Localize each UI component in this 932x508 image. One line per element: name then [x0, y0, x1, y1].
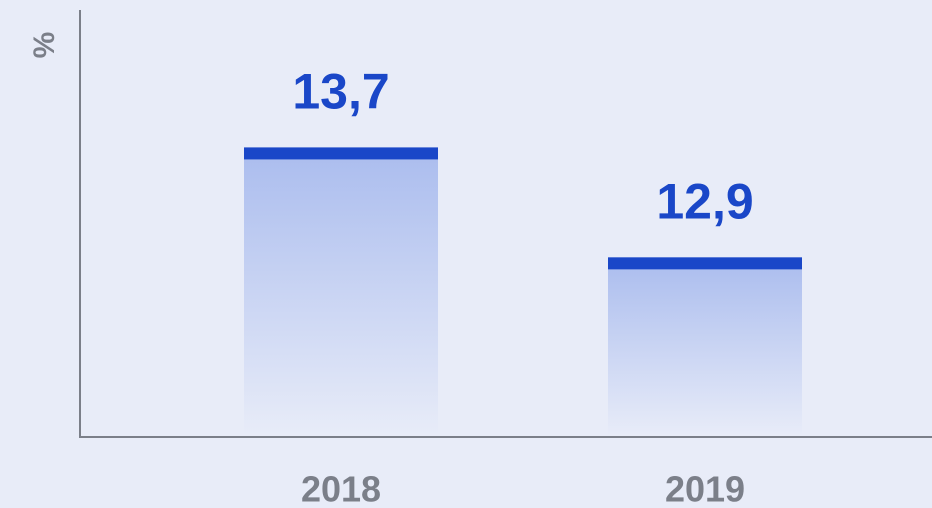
bar	[608, 257, 802, 436]
value-label: 13,7	[292, 64, 389, 120]
bar-cap	[608, 257, 802, 270]
bar-cap	[244, 147, 438, 160]
x-tick-label: 2019	[665, 469, 745, 508]
x-tick-label: 2018	[301, 469, 381, 508]
y-axis-label: %	[28, 32, 61, 59]
value-label: 12,9	[656, 174, 753, 230]
bar	[244, 147, 438, 436]
